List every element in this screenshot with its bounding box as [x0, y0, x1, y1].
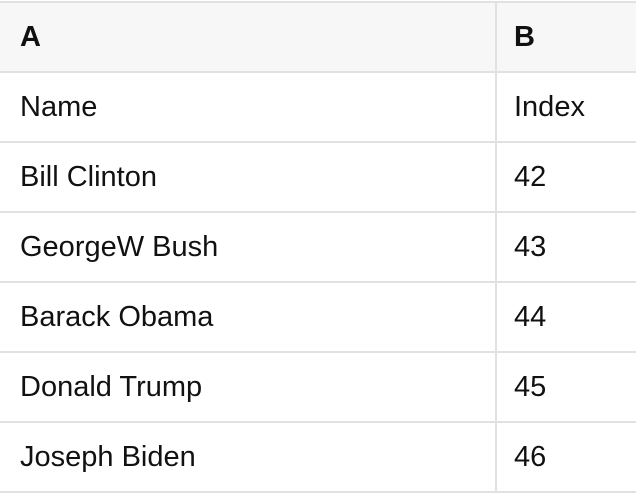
cell-a1[interactable]: Name	[0, 73, 497, 141]
cell-a6[interactable]: Joseph Biden	[0, 423, 497, 491]
column-header-a[interactable]: A	[0, 3, 497, 71]
cell-b3[interactable]: 43	[497, 213, 636, 281]
cell-text: 42	[514, 160, 547, 193]
cell-text: Donald Trump	[20, 370, 203, 403]
cell-text: Barack Obama	[20, 300, 214, 333]
cell-text: GeorgeW Bush	[20, 230, 219, 263]
table-row: Barack Obama 44	[0, 283, 636, 353]
cell-b4[interactable]: 44	[497, 283, 636, 351]
cell-text: 46	[514, 440, 547, 473]
cell-text: 45	[514, 370, 547, 403]
table-row: GeorgeW Bush 43	[0, 213, 636, 283]
cell-a5[interactable]: Donald Trump	[0, 353, 497, 421]
cell-text: Name	[20, 90, 98, 123]
table-row: Bill Clinton 42	[0, 143, 636, 213]
cell-a2[interactable]: Bill Clinton	[0, 143, 497, 211]
column-header-a-label: A	[20, 20, 41, 53]
cell-text: Index	[514, 90, 585, 123]
column-header-row: A B	[0, 3, 636, 73]
cell-text: 43	[514, 230, 547, 263]
cell-text: Joseph Biden	[20, 440, 196, 473]
cell-a4[interactable]: Barack Obama	[0, 283, 497, 351]
cell-b5[interactable]: 45	[497, 353, 636, 421]
cell-text: 44	[514, 300, 547, 333]
cell-a3[interactable]: GeorgeW Bush	[0, 213, 497, 281]
table-row: Donald Trump 45	[0, 353, 636, 423]
column-header-b[interactable]: B	[497, 3, 636, 71]
table-row: Name Index	[0, 73, 636, 143]
cell-b6[interactable]: 46	[497, 423, 636, 491]
column-header-b-label: B	[514, 20, 535, 53]
cell-text: Bill Clinton	[20, 160, 157, 193]
cell-b1[interactable]: Index	[497, 73, 636, 141]
table-row: Joseph Biden 46	[0, 423, 636, 493]
cell-b2[interactable]: 42	[497, 143, 636, 211]
